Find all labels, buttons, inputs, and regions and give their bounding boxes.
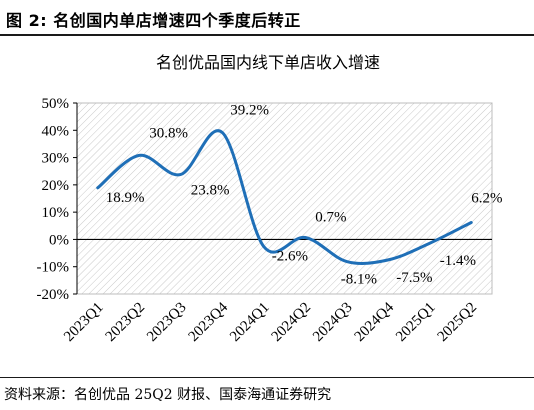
bottom-rule — [0, 377, 534, 378]
top-rule — [0, 34, 534, 36]
data-label: -8.1% — [341, 272, 377, 288]
chart-container: 名创优品国内线下单店收入增速 -20% -10% 0% 10% 20% 30% 40% 50%… — [0, 36, 534, 376]
plot-area — [76, 102, 493, 295]
figure-title: 图 2: 名创国内单店增速四个季度后转正 — [6, 7, 301, 31]
data-label: -1.4% — [440, 253, 476, 269]
data-labels: 18.9% 30.8% 23.8% 39.2% -2.6% 0.7% -8.1% -7.5%-… — [106, 102, 503, 288]
data-label: -7.5% — [396, 270, 432, 286]
y-tick-label: 10% — [42, 205, 70, 221]
data-label: 6.2% — [471, 191, 502, 207]
figure-caption: 名创国内单店增速四个季度后转正 — [53, 11, 301, 30]
x-tick-label: 2024Q1 — [227, 300, 272, 345]
x-tick-label: 2023Q3 — [144, 300, 189, 345]
y-axis-ticks: -20% -10% 0% 10% 20% 30% 40% 50% — [37, 96, 77, 303]
y-tick-label: 30% — [42, 151, 70, 167]
chart-title: 名创优品国内线下单店收入增速 — [156, 53, 380, 72]
x-tick-label: 2024Q4 — [352, 299, 398, 345]
x-tick-label: 2025Q1 — [393, 300, 438, 345]
x-tick-label: 2024Q3 — [310, 300, 355, 345]
x-tick-label: 2023Q4 — [186, 299, 232, 345]
y-tick-label: -10% — [37, 260, 70, 276]
y-tick-label: 20% — [42, 178, 70, 194]
y-tick-label: 50% — [42, 96, 70, 112]
y-tick-label: 40% — [42, 123, 70, 139]
x-axis-ticks: 2023Q12023Q22023Q32023Q42024Q12024Q22024… — [61, 299, 480, 345]
data-label: 30.8% — [149, 125, 188, 141]
data-label: 18.9% — [106, 190, 145, 206]
source-note: 资料来源：名创优品 25Q2 财报、国泰海通证券研究 — [4, 387, 332, 403]
data-label: 0.7% — [315, 210, 346, 226]
x-tick-label: 2024Q2 — [269, 300, 314, 345]
x-tick-label: 2023Q2 — [103, 300, 148, 345]
x-tick-label: 2025Q2 — [435, 300, 480, 345]
y-tick-label: -20% — [37, 287, 70, 303]
series-line-single-store-growth — [96, 129, 473, 265]
y-tick-label: 0% — [49, 232, 69, 248]
figure-label: 图 2: — [6, 11, 48, 30]
figure-header: 图 2: 名创国内单店增速四个季度后转正 — [0, 0, 534, 34]
data-label: 39.2% — [230, 102, 269, 118]
x-tick-label: 2023Q1 — [61, 300, 106, 345]
data-label: 23.8% — [191, 182, 230, 198]
line-chart: 名创优品国内线下单店收入增速 -20% -10% 0% 10% 20% 30% 40% 50%… — [37, 53, 503, 345]
data-label: -2.6% — [272, 249, 308, 265]
